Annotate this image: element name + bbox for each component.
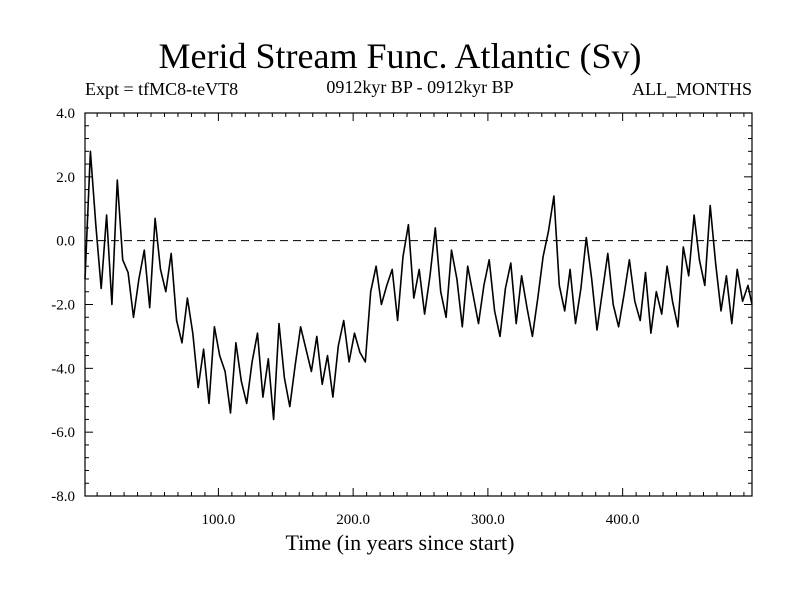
data-series-line bbox=[84, 150, 753, 421]
x-tick-label: 200.0 bbox=[336, 512, 370, 528]
y-tick-label: -6.0 bbox=[51, 425, 75, 441]
plot-frame bbox=[84, 112, 753, 497]
y-tick-label: 2.0 bbox=[56, 170, 75, 186]
chart-title: Merid Stream Func. Atlantic (Sv) bbox=[158, 36, 642, 76]
plot-area: 4.0 2.0 0.0 -2.0 -4.0 -6.0 -8.0 100.0 200.0 300.0… bbox=[51, 106, 753, 528]
y-tick-label: 0.0 bbox=[56, 234, 75, 250]
y-tick-label: 4.0 bbox=[56, 106, 75, 122]
x-tick-label: 100.0 bbox=[202, 512, 236, 528]
y-tick-label: -4.0 bbox=[51, 361, 75, 377]
y-tick-label: -2.0 bbox=[51, 298, 75, 314]
x-tick-label: 300.0 bbox=[471, 512, 505, 528]
months-label: ALL_MONTHS bbox=[632, 79, 752, 99]
period-label: 0912kyr BP - 0912kyr BP bbox=[326, 77, 514, 97]
experiment-label: Expt = tfMC8-teVT8 bbox=[85, 79, 239, 99]
x-axis-label: Time (in years since start) bbox=[285, 530, 515, 555]
x-tick-label: 400.0 bbox=[606, 512, 640, 528]
y-tick-label: -8.0 bbox=[51, 489, 75, 505]
